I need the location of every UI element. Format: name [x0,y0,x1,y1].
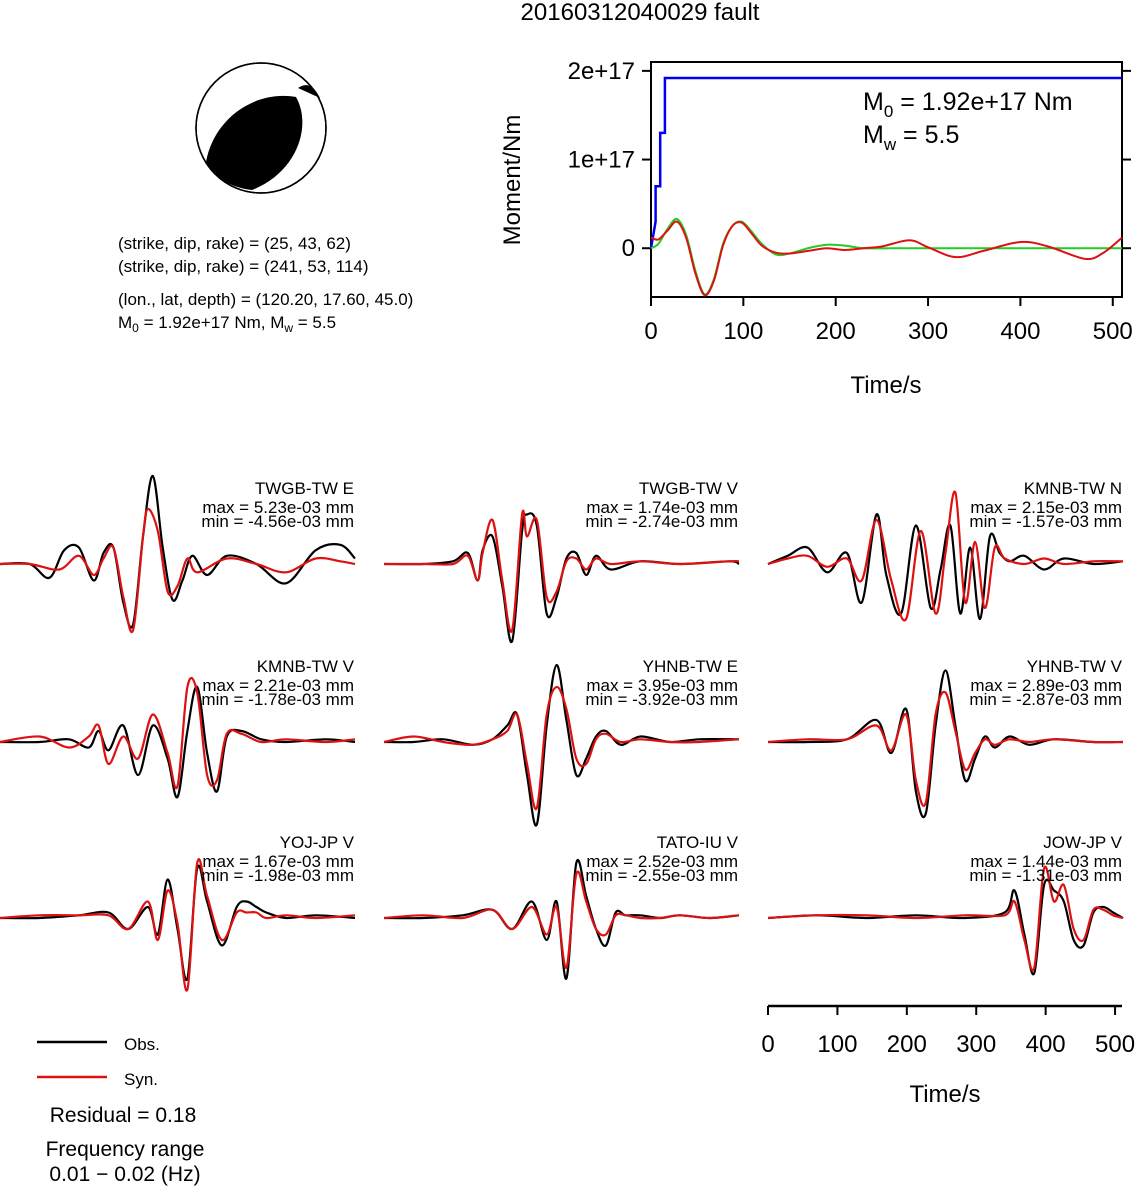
moment-xtick-label: 100 [723,318,763,345]
station-min: min = -1.57e-03 mm [969,512,1122,531]
synthetic-trace [767,490,1124,622]
time-axis-tick-label: 100 [817,1031,857,1058]
station-label: TWGB-TW V [639,479,739,498]
frequency-title: Frequency range [46,1138,205,1161]
synthetic-trace [767,865,1124,972]
time-axis-tick-label: 200 [887,1031,927,1058]
station-label: YHNB-TW V [1027,657,1123,676]
synthetic-trace [0,858,356,992]
station-min: min = -2.87e-03 mm [969,690,1122,709]
time-axis-tick-label: 500 [1095,1031,1135,1058]
time-axis-tick-label: 0 [761,1031,774,1058]
moment-ytick-label: 2e+17 [568,58,635,85]
waveform-time-axis: 0 100 200 300 400 500 [761,1004,1135,1058]
moment-xtick-label: 400 [1000,318,1040,345]
station-min: min = -2.55e-03 mm [585,866,738,885]
time-axis-tick-label: 300 [956,1031,996,1058]
moment-ytick-label: 0 [622,235,635,262]
moment-ylabel: Moment/Nm [499,115,526,246]
station-max: max = 1.67e-03 mm [202,852,354,871]
moment-rate-chart: 0 100 200 300 400 500 0 1e+17 2e+17 M0 = 1.92e+1… [499,58,1133,399]
station-max: max = 3.95e-03 mm [586,676,738,695]
station-max: max = 1.74e-03 mm [586,498,738,517]
residual-text: Residual = 0.18 [50,1104,197,1127]
synthetic-trace [767,690,1124,807]
plot-frame [650,61,1123,298]
waveform-xlabel: Time/s [909,1081,980,1108]
moment-series-line [650,217,1122,296]
moment-annotation: M0 = 1.92e+17 Nm [863,88,1073,121]
moment-series-line [650,220,1123,297]
synthetic-trace [0,507,356,634]
time-axis-tick-label: 400 [1026,1031,1066,1058]
synthetic-trace [383,509,740,633]
moment-xlabel: Time/s [850,372,921,399]
magnitude-annotation: Mw = 5.5 [863,121,959,154]
observed-trace [0,685,356,799]
station-min: min = -2.74e-03 mm [585,512,738,531]
station-min: min = -1.78e-03 mm [201,690,354,709]
synthetic-trace [383,870,740,969]
moment-xtick-label: 300 [908,318,948,345]
legend-syn-label: Syn. [124,1070,158,1089]
station-label: JOW-JP V [1043,833,1122,852]
station-label: KMNB-TW N [1024,479,1122,498]
moment-xtick-label: 200 [816,318,856,345]
mechanism-plane-2: (strike, dip, rake) = (241, 53, 114) [118,257,369,276]
figure-title: 20160312040029 fault [521,0,760,26]
synthetic-trace [0,676,356,790]
mechanism-location: (lon., lat, depth) = (120.20, 17.60, 45.… [118,290,413,309]
legend: Obs. Syn. [37,1035,160,1089]
station-max: max = 1.44e-03 mm [970,852,1122,871]
station-label: YHNB-TW E [643,657,738,676]
frequency-value: 0.01 − 0.02 (Hz) [49,1163,200,1186]
station-min: min = -1.31e-03 mm [969,866,1122,885]
station-min: min = -3.92e-03 mm [585,690,738,709]
observed-trace [767,878,1124,976]
observed-trace [767,513,1124,621]
station-label: TATO-IU V [657,833,739,852]
station-min: min = -1.98e-03 mm [201,866,354,885]
station-max: max = 2.52e-03 mm [586,852,738,871]
station-max: max = 2.89e-03 mm [970,676,1122,695]
moment-xtick-label: 0 [644,318,657,345]
moment-ytick-label: 1e+17 [568,147,635,174]
legend-obs-label: Obs. [124,1035,160,1054]
mechanism-plane-1: (strike, dip, rake) = (25, 43, 62) [118,234,351,253]
observed-trace [0,474,356,629]
observed-trace [767,669,1124,819]
station-min: min = -4.56e-03 mm [201,512,354,531]
synthetic-trace [383,685,740,811]
station-label: YOJ-JP V [280,833,355,852]
station-max: max = 2.21e-03 mm [202,676,354,695]
station-label: TWGB-TW E [255,479,354,498]
station-max: max = 2.15e-03 mm [970,498,1122,517]
beachball-icon [195,62,327,194]
station-max: max = 5.23e-03 mm [202,498,354,517]
station-label: KMNB-TW V [257,657,355,676]
moment-series-line [649,76,1122,249]
mechanism-magnitude: M0 = 1.92e+17 Nm, Mw = 5.5 [118,313,336,335]
moment-xtick-label: 500 [1093,318,1133,345]
